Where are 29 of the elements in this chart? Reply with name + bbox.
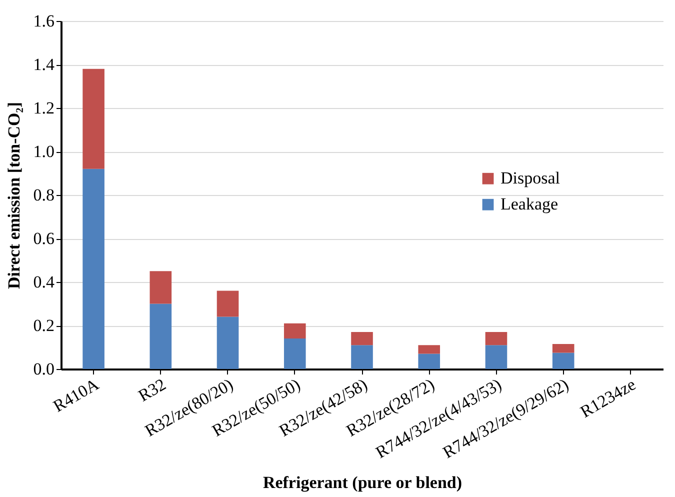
bar (284, 323, 306, 339)
x-axis-title: Refrigerant (pure or blend) (262, 473, 462, 492)
bar (418, 345, 440, 354)
y-axis-title: Direct emission [ton-CO₂] (4, 102, 24, 290)
y-tick-label: 1.6 (33, 12, 54, 30)
bar (552, 352, 574, 369)
bar (485, 345, 508, 369)
bar (82, 168, 104, 369)
y-tick-label: 0.6 (33, 229, 54, 248)
y-tick-label: 1.4 (33, 55, 55, 74)
legend-label: Leakage (500, 194, 558, 214)
y-tick-label: 0.4 (33, 272, 55, 292)
y-tick-label: 1.0 (33, 142, 54, 161)
bar (418, 354, 440, 369)
y-tick-label: 0.2 (33, 316, 54, 335)
bar (284, 338, 306, 369)
bar (552, 344, 574, 353)
bar (150, 271, 172, 304)
y-tick-label: 0.8 (33, 186, 54, 204)
y-tick-label: 0.0 (33, 360, 54, 378)
bar (150, 304, 172, 369)
y-tick-label: 1.2 (33, 98, 54, 118)
bar (485, 332, 508, 346)
bar (351, 332, 373, 346)
bar (351, 345, 373, 369)
bar (216, 290, 239, 317)
bar (82, 68, 104, 169)
bar (216, 316, 239, 369)
legend-label: Disposal (500, 168, 560, 188)
